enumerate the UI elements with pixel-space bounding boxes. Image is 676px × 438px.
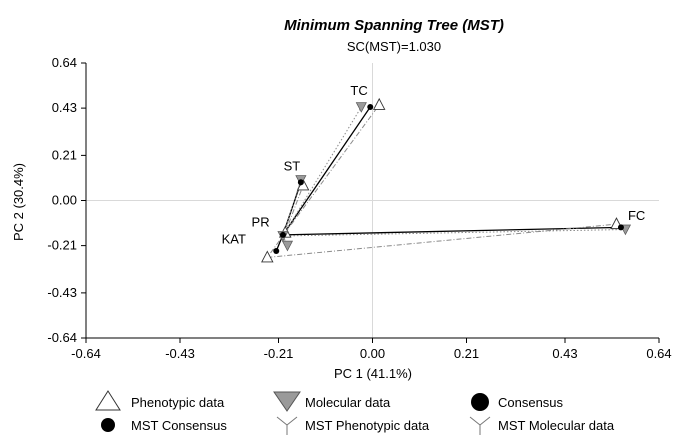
chart-subtitle: SC(MST)=1.030 xyxy=(347,39,441,54)
legend-item: Phenotypic data xyxy=(95,390,225,411)
y-ticks: 0.64 0.43 0.21 0.00 -0.21 -0.43 -0.64 xyxy=(47,55,86,345)
data-point-fc xyxy=(617,224,624,231)
legend-item: MST Consensus xyxy=(101,418,227,433)
mst-edge xyxy=(284,104,380,234)
x-tick-label: -0.64 xyxy=(71,346,101,361)
mst-edge xyxy=(282,106,362,237)
x-ticks: -0.64 -0.43 -0.21 0.00 0.21 0.43 0.64 xyxy=(71,338,672,361)
y-tick-label: -0.64 xyxy=(47,330,77,345)
x-axis-title: PC 1 (41.1%) xyxy=(334,366,412,381)
point-label-fc: FC xyxy=(628,208,645,223)
legend-label: MST Consensus xyxy=(131,418,227,433)
data-point-tc xyxy=(355,102,367,113)
data-markers xyxy=(261,97,632,263)
legend-triangle-icon xyxy=(95,390,121,411)
y-tick-label: 0.64 xyxy=(52,55,77,70)
legend-label: Consensus xyxy=(498,395,564,410)
legend-item: MST Molecular data xyxy=(469,416,615,435)
x-tick-label: 0.64 xyxy=(646,346,671,361)
mst-edge xyxy=(284,185,304,233)
legend-circle-icon xyxy=(471,393,489,411)
mst-edge xyxy=(282,229,626,237)
legend-label: Molecular data xyxy=(305,395,391,410)
point-label-pr: PR xyxy=(252,214,270,229)
x-tick-label: 0.43 xyxy=(552,346,577,361)
legend-item: MST Phenotypic data xyxy=(276,416,430,435)
x-tick-label: 0.21 xyxy=(454,346,479,361)
y-tick-label: 0.00 xyxy=(52,193,77,208)
legend-label: Phenotypic data xyxy=(131,395,225,410)
point-label-st: ST xyxy=(284,158,301,173)
legend-y-icon xyxy=(276,416,298,435)
point-labels: TC ST PR KAT FC xyxy=(222,83,646,246)
mst-edge xyxy=(282,226,621,236)
mst-edge xyxy=(267,223,617,258)
legend-label: MST Phenotypic data xyxy=(305,418,430,433)
mst-edge xyxy=(282,106,371,236)
x-tick-label: -0.21 xyxy=(264,346,294,361)
legend-triangle-down-icon xyxy=(273,391,301,412)
y-axis-title: PC 2 (30.4%) xyxy=(11,163,26,241)
legend-item: Molecular data xyxy=(273,391,391,412)
point-label-kat: KAT xyxy=(222,231,246,246)
legend-item: Consensus xyxy=(471,393,564,411)
data-point-kat xyxy=(273,247,280,254)
data-point-tc xyxy=(372,97,386,110)
point-label-tc: TC xyxy=(350,83,367,98)
x-tick-label: 0.00 xyxy=(360,346,385,361)
data-point-st xyxy=(297,179,304,186)
legend-y-icon xyxy=(469,416,491,435)
y-tick-label: -0.21 xyxy=(47,238,77,253)
mst-edge xyxy=(282,179,302,237)
data-point-kat xyxy=(261,250,274,263)
y-tick-label: 0.43 xyxy=(52,100,77,115)
chart-title: Minimum Spanning Tree (MST) xyxy=(284,17,504,34)
legend-circle-icon xyxy=(101,418,115,432)
data-point-kat xyxy=(281,240,294,252)
legend: Phenotypic data Molecular data Consensus MS… xyxy=(95,390,615,435)
legend-label: MST Molecular data xyxy=(498,418,615,433)
y-tick-label: 0.21 xyxy=(52,147,77,162)
x-tick-label: -0.43 xyxy=(165,346,195,361)
data-point-pr xyxy=(279,231,286,238)
zero-lines xyxy=(86,63,659,338)
data-point-tc xyxy=(367,104,374,111)
mst-edges xyxy=(266,104,626,258)
y-tick-label: -0.43 xyxy=(47,285,77,300)
